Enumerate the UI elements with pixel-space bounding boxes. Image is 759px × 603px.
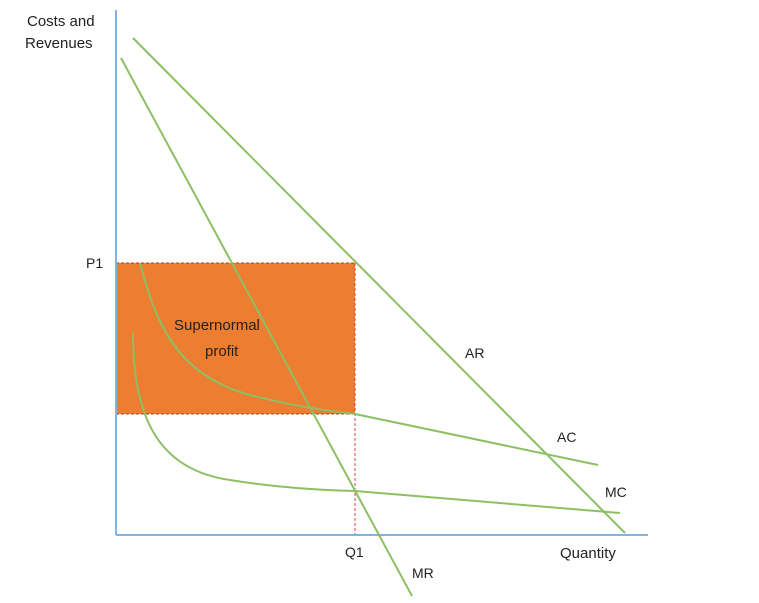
- quantity-label: Q1: [345, 544, 364, 560]
- y-axis-title-line2: Revenues: [25, 35, 93, 52]
- x-axis-title: Quantity: [560, 545, 616, 562]
- ar-label: AR: [465, 345, 484, 361]
- region-label-line2: profit: [205, 343, 239, 360]
- mc-label: MC: [605, 484, 627, 500]
- price-label: P1: [86, 255, 103, 271]
- ar-curve: [132, 37, 626, 534]
- mr-curve: [120, 57, 413, 597]
- ac-label: AC: [557, 429, 576, 445]
- mc-curve: [132, 332, 621, 514]
- y-axis-title-line1: Costs and: [27, 13, 95, 30]
- supernormal-profit-region: [116, 263, 355, 414]
- mr-label: MR: [412, 565, 434, 581]
- ac-curve: [139, 262, 599, 466]
- region-label-line1: Supernormal: [174, 317, 260, 334]
